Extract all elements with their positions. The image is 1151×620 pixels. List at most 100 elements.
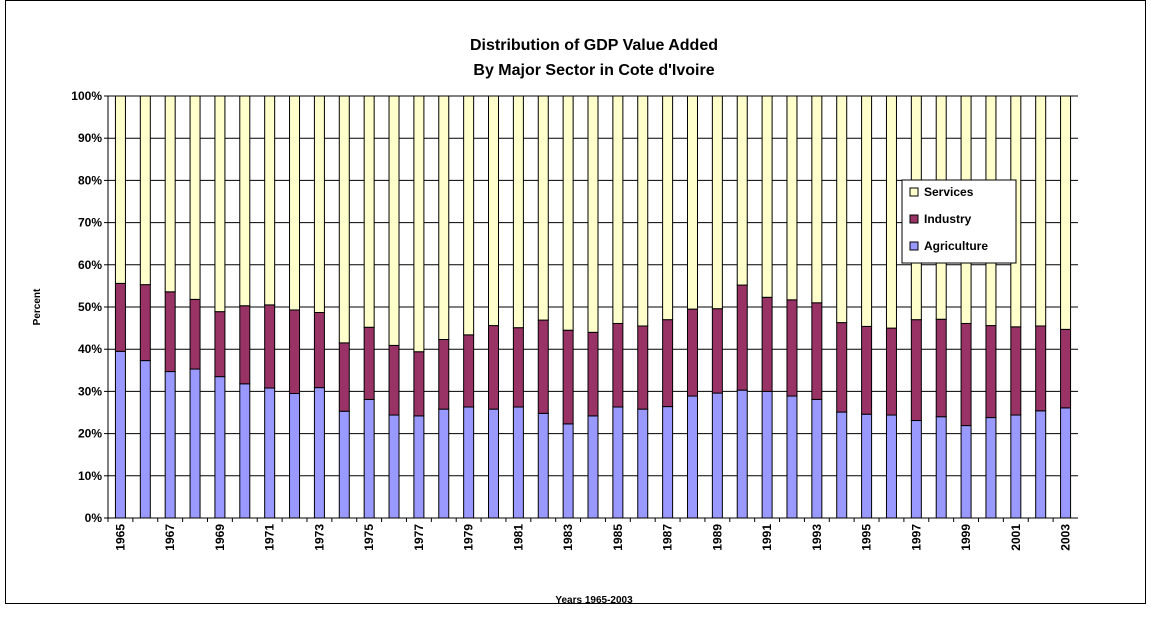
bar-segment: [612, 322, 624, 408]
y-tick-label: 50%: [78, 300, 102, 314]
y-tick-label: 40%: [78, 342, 102, 356]
bar-segment: [861, 325, 873, 415]
bar-segment: [164, 371, 176, 519]
bar-segment: [1035, 410, 1047, 519]
y-tick-label: 90%: [78, 131, 102, 145]
bar-segment: [239, 95, 251, 307]
x-tick-label: 1979: [462, 524, 476, 551]
bar-segment: [686, 308, 698, 397]
x-axis-title: Years 1965-2003: [555, 595, 633, 606]
bar-segment: [662, 406, 674, 519]
bar-segment: [363, 326, 375, 400]
bar-segment: [139, 360, 151, 519]
bar-segment: [463, 95, 475, 336]
y-axis-title: Percent: [32, 288, 43, 325]
bar-segment: [313, 311, 325, 389]
bar-segment: [761, 95, 773, 298]
chart-title: By Major Sector in Cote d'Ivoire: [473, 62, 714, 79]
legend-box: [901, 179, 1017, 264]
bar-segment: [114, 350, 126, 519]
bar-segment: [711, 308, 723, 394]
legend-label: Services: [924, 185, 974, 199]
x-tick-label: 1989: [710, 524, 724, 551]
legend-label: Agriculture: [924, 239, 988, 253]
bar-segment: [885, 95, 897, 329]
bar-segment: [1060, 407, 1072, 519]
bar-segment: [164, 291, 176, 373]
y-tick-label: 100%: [71, 89, 102, 103]
bar-segment: [214, 95, 226, 313]
x-tick-label: 1969: [213, 524, 227, 551]
x-tick-label: 1985: [611, 524, 625, 551]
bar-segment: [1035, 325, 1047, 412]
bar-segment: [836, 95, 848, 324]
bar-segment: [537, 95, 549, 321]
bar-segment: [686, 95, 698, 310]
bar-segment: [1035, 95, 1047, 327]
bar-segment: [587, 95, 599, 333]
bar-segment: [786, 395, 798, 519]
bar-segment: [985, 325, 997, 419]
bar-segment: [463, 406, 475, 519]
legend-swatch: [909, 187, 919, 197]
x-tick-label: 1965: [113, 524, 127, 551]
bar-segment: [438, 95, 450, 340]
y-tick-label: 0%: [85, 511, 103, 525]
x-tick-label: 1987: [661, 524, 675, 551]
bar-segment: [1060, 95, 1072, 330]
bar-segment: [413, 415, 425, 519]
bar-segment: [885, 327, 897, 416]
bar-segment: [537, 319, 549, 414]
bar-segment: [786, 299, 798, 397]
bar-segment: [114, 282, 126, 352]
bar-segment: [861, 413, 873, 519]
bar-segment: [836, 411, 848, 519]
x-tick-label: 2003: [1059, 524, 1073, 551]
x-tick-label: 1997: [909, 524, 923, 551]
bar-segment: [313, 95, 325, 313]
y-tick-label: 10%: [78, 469, 102, 483]
bar-segment: [214, 311, 226, 378]
bar-segment: [662, 95, 674, 321]
bar-segment: [214, 376, 226, 519]
x-tick-label: 1981: [511, 524, 525, 551]
legend-swatch: [909, 214, 919, 224]
bar-segment: [488, 325, 500, 410]
bar-segment: [1060, 328, 1072, 409]
bar-segment: [711, 95, 723, 310]
bar-segment: [562, 423, 574, 519]
bar-segment: [114, 95, 126, 284]
bar-segment: [164, 95, 176, 293]
bar-segment: [935, 416, 947, 519]
x-tick-label: 2001: [1009, 524, 1023, 551]
x-tick-label: 1971: [263, 524, 277, 551]
chart-title: Distribution of GDP Value Added: [470, 37, 718, 54]
bar-segment: [463, 334, 475, 408]
bar-segment: [811, 95, 823, 304]
bar-segment: [612, 95, 624, 324]
bar-segment: [189, 368, 201, 519]
bar-segment: [1010, 326, 1022, 416]
bar-segment: [587, 415, 599, 519]
y-tick-label: 20%: [78, 427, 102, 441]
bar-segment: [363, 398, 375, 519]
bar-segment: [388, 414, 400, 519]
x-tick-label: 1967: [163, 524, 177, 551]
x-tick-label: 1993: [810, 524, 824, 551]
bar-segment: [562, 329, 574, 425]
bar-segment: [239, 383, 251, 519]
bar-segment: [512, 95, 524, 329]
bar-segment: [736, 389, 748, 519]
x-tick-label: 1995: [860, 524, 874, 551]
legend-swatch: [909, 241, 919, 251]
bar-segment: [289, 393, 301, 519]
x-tick-label: 1999: [959, 524, 973, 551]
bar-segment: [836, 322, 848, 413]
bar-segment: [189, 95, 201, 300]
bar-segment: [910, 319, 922, 422]
x-tick-label: 1973: [312, 524, 326, 551]
bar-segment: [388, 344, 400, 416]
bar-segment: [313, 387, 325, 519]
x-tick-label: 1983: [561, 524, 575, 551]
bar-segment: [662, 319, 674, 408]
